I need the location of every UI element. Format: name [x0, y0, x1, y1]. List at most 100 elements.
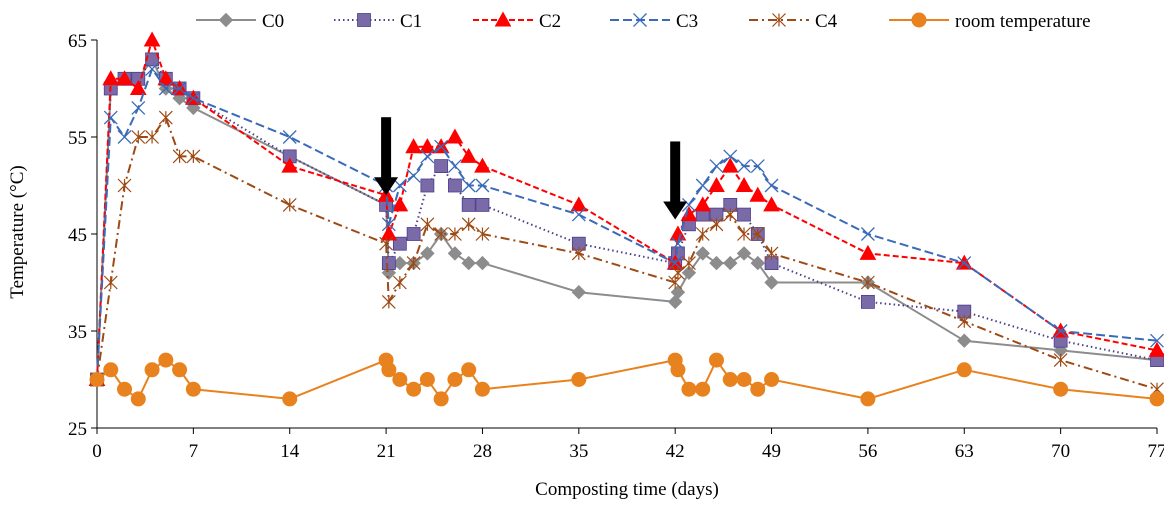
arrow-head [663, 201, 688, 220]
legend-label: C3 [676, 11, 698, 32]
data-point-circle [670, 362, 686, 378]
data-point-x [737, 159, 751, 174]
data-point-circle [708, 352, 724, 368]
data-point-triangle [380, 225, 398, 241]
data-point-circle [144, 362, 160, 378]
data-point-circle [172, 362, 188, 378]
data-point-diamond [218, 12, 234, 28]
data-point-circle [956, 362, 972, 378]
annotation-layer [374, 117, 688, 220]
y-ticks: 25 35 45 55 65 [68, 31, 97, 440]
data-point-triangle [763, 196, 780, 212]
data-point-asterisk [420, 217, 435, 232]
data-point-triangle [419, 138, 436, 154]
data-point-triangle [391, 196, 409, 212]
data-point-circle [1149, 391, 1164, 407]
legend-entry: C0 [196, 11, 284, 32]
data-point-asterisk [145, 130, 159, 144]
data-point-square [737, 207, 751, 222]
data-point-x [860, 227, 875, 241]
data-point-x [381, 217, 396, 232]
data-point-asterisk [772, 13, 786, 27]
data-point-circle [406, 381, 422, 397]
data-point-diamond [764, 275, 779, 290]
data-point-asterisk [571, 246, 586, 261]
series-line [96, 39, 1158, 380]
data-point-triangle [157, 70, 175, 86]
data-point-circle [571, 372, 587, 387]
data-point-x [681, 197, 696, 212]
series-c4 [90, 110, 1164, 397]
data-point-asterisk [475, 227, 490, 241]
data-point-asterisk [723, 207, 738, 222]
data-point-x [723, 149, 738, 164]
data-point-diamond [695, 246, 710, 261]
data-point-x [670, 236, 685, 251]
data-point-diamond [420, 246, 435, 261]
data-point-diamond [723, 255, 738, 271]
series-c2 [88, 31, 1164, 386]
legend-entry: C1 [334, 11, 422, 32]
data-point-square [420, 178, 435, 193]
data-point-circle [117, 381, 133, 397]
data-point-x [158, 81, 173, 96]
x-tick-label: 35 [569, 441, 588, 462]
data-point-triangle [494, 11, 512, 27]
data-point-asterisk [406, 256, 421, 271]
data-point-circle [474, 381, 490, 397]
data-point-circle [764, 372, 780, 387]
data-point-triangle [680, 206, 698, 222]
x-tick-label: 77 [1148, 441, 1164, 462]
data-point-triangle [460, 147, 478, 163]
data-point-x [571, 207, 586, 222]
data-point-x [633, 13, 647, 27]
data-point-x [1150, 333, 1164, 348]
data-point-asterisk [860, 275, 875, 290]
axes: 25 35 45 55 65 0 7 14 21 28 35 42 49 56 63 70 77 [68, 31, 1164, 462]
data-point-x [434, 139, 449, 154]
data-point-x [695, 178, 710, 193]
data-point-square [406, 227, 421, 241]
legend-entry: C4 [749, 11, 838, 32]
data-point-circle [695, 381, 711, 397]
data-point-diamond [461, 255, 476, 271]
data-point-asterisk [282, 197, 297, 212]
data-point-asterisk [434, 227, 449, 241]
data-point-x [392, 178, 407, 193]
data-point-triangle [446, 128, 464, 144]
data-point-x [172, 81, 187, 96]
data-point-asterisk [117, 178, 132, 193]
data-point-asterisk [158, 110, 173, 125]
legend-entry: room temperature [889, 11, 1091, 32]
data-point-diamond [709, 255, 724, 271]
data-point-x [186, 91, 201, 106]
data-point-x [764, 178, 779, 193]
series-line [96, 58, 1158, 380]
data-point-x [1053, 324, 1068, 338]
legend-label: room temperature [955, 11, 1091, 32]
legend-entry: C2 [473, 11, 561, 32]
legend: C0 C1 C2 C3 C4 room temperature [196, 11, 1091, 32]
data-point-diamond [475, 255, 490, 271]
data-point-x [420, 149, 435, 164]
data-point-x [117, 130, 132, 144]
data-point-circle [419, 372, 435, 387]
data-point-x [461, 178, 476, 193]
data-point-diamond [750, 255, 765, 271]
data-point-asterisk [103, 275, 118, 290]
arrow-annotation [663, 141, 688, 220]
data-point-asterisk [737, 227, 751, 241]
x-tick-label: 7 [189, 441, 199, 462]
data-point-triangle [143, 31, 161, 47]
data-point-triangle [116, 70, 133, 86]
data-point-asterisk [671, 265, 685, 280]
data-point-triangle [474, 157, 491, 173]
series-line [96, 116, 1158, 391]
data-point-asterisk [957, 314, 972, 329]
data-point-triangle [405, 138, 422, 154]
arrow-shaft [381, 117, 392, 180]
data-point-square [475, 197, 490, 212]
y-tick-label: 45 [68, 225, 87, 246]
x-tick-label: 63 [955, 441, 974, 462]
series-line [96, 68, 1158, 380]
